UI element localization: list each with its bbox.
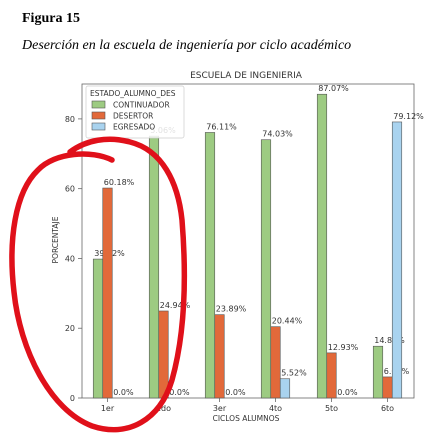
y-tick-label: 60 xyxy=(65,185,75,194)
x-axis-label: CICLOS ALUMNOS xyxy=(213,414,280,423)
data-label-desertor-4to: 20.44% xyxy=(272,317,303,326)
y-tick-label: 80 xyxy=(65,115,75,124)
bar-continuador-5to xyxy=(316,93,328,399)
bar-desertor-4to xyxy=(270,326,281,399)
data-label-egresado-1er: 0.0% xyxy=(113,388,134,397)
y-axis-label: PORCENTAJE xyxy=(51,216,60,263)
bar-continuador-6to xyxy=(372,345,384,399)
bar-egresado-6to xyxy=(391,121,403,399)
data-label-continuador-4to: 74.03% xyxy=(262,130,293,139)
bar-egresado-4to xyxy=(279,378,291,399)
bar-continuador-1er xyxy=(92,258,104,399)
legend-label-continuador: CONTINUADOR xyxy=(113,101,170,110)
bar-desertor-3er xyxy=(214,314,225,399)
data-label-egresado-2do: 0.0% xyxy=(169,388,190,397)
y-tick-label: 40 xyxy=(65,254,75,263)
figure-caption: Deserción en la escuela de ingeniería po… xyxy=(22,38,352,53)
bar-desertor-5to xyxy=(326,352,337,399)
x-tick-label-2do: 2do xyxy=(156,404,171,413)
y-tick-label: 20 xyxy=(65,324,75,333)
legend-swatch-desertor xyxy=(91,111,106,120)
x-tick-label-1er: 1er xyxy=(101,404,115,413)
data-label-egresado-4to: 5.52% xyxy=(281,369,307,378)
x-tick-label-4to: 4to xyxy=(269,404,282,413)
hand-drawn-circle-annotation xyxy=(9,136,188,433)
data-label-desertor-3er: 23.89% xyxy=(216,305,247,314)
legend-title: ESTADO_ALUMNO_DES xyxy=(90,89,176,98)
y-tick-label: 0 xyxy=(70,394,75,403)
legend-swatch-continuador xyxy=(91,100,106,109)
data-label-desertor-2do: 24.94% xyxy=(160,301,191,310)
x-tick-label-6to: 6to xyxy=(381,404,394,413)
legend-box xyxy=(85,85,185,139)
bar-continuador-4to xyxy=(260,139,272,399)
bar-desertor-2do xyxy=(158,310,169,399)
legend-label-desertor: DESERTOR xyxy=(113,112,153,121)
data-label-continuador-6to: 14.84% xyxy=(374,336,405,345)
data-label-egresado-3er: 0.0% xyxy=(225,388,246,397)
data-label-continuador-3er: 76.11% xyxy=(206,122,237,131)
data-label-egresado-6to: 79.12% xyxy=(393,112,424,121)
x-tick-label-5to: 5to xyxy=(325,404,338,413)
figure-label: Figura 15 xyxy=(22,11,80,26)
bar-continuador-3er xyxy=(204,132,216,399)
data-label-desertor-5to: 12.93% xyxy=(328,343,359,352)
legend-label-egresado: EGRESADO xyxy=(113,123,155,132)
bar-continuador-2do xyxy=(148,135,160,399)
data-label-egresado-5to: 0.0% xyxy=(337,388,358,397)
chart-title: ESCUELA DE INGENIERIA xyxy=(190,71,303,81)
bar-desertor-6to xyxy=(382,376,393,399)
x-tick-label-3er: 3er xyxy=(213,404,227,413)
data-label-continuador-5to: 87.07% xyxy=(318,84,349,93)
bar-desertor-1er xyxy=(102,187,113,399)
legend: ESTADO_ALUMNO_DES CONTINUADOR DESERTOR EGR… xyxy=(85,85,185,139)
plot-area xyxy=(81,83,415,399)
legend-swatch-egresado xyxy=(91,122,106,131)
data-label-desertor-1er: 60.18% xyxy=(104,178,135,187)
